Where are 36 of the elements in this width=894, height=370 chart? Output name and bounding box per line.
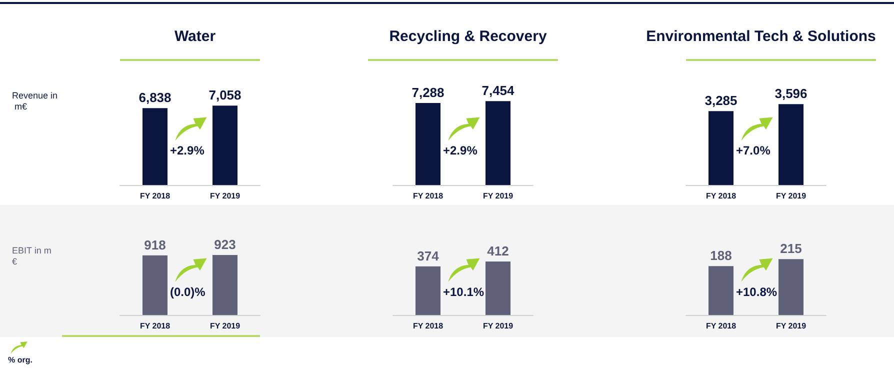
x-tick-label: FY 2019 [482, 322, 514, 330]
data-label: 412 [487, 243, 509, 258]
x-tick-label: FY 2018 [412, 322, 444, 330]
annotation: +7.0% [736, 144, 771, 158]
data-label: 215 [780, 241, 802, 256]
x-tick-label: FY 2018 [706, 322, 737, 330]
y-axis-title: Revenue in m€ [12, 90, 58, 112]
data-label: 7,058 [208, 88, 242, 103]
annotation: +2.9% [443, 144, 478, 158]
y-axis-title: EBIT in m€ [12, 246, 52, 266]
x-tick-label: FY 2018 [412, 192, 444, 200]
data-label: 3,596 [774, 86, 808, 102]
chart-title: Recycling & Recovery [389, 28, 548, 45]
x-tick-label: FY 2019 [210, 192, 241, 200]
data-label: 3,285 [704, 93, 738, 108]
chart-title: Environmental Tech & Solutions [646, 28, 876, 45]
annotation: +10.1% [443, 284, 484, 299]
chart-title: Water [174, 28, 216, 45]
x-tick-label: FY 2018 [140, 322, 171, 330]
data-label: 7,454 [482, 83, 516, 98]
data-label: 923 [214, 237, 236, 252]
data-label: 918 [144, 237, 166, 252]
x-tick-label: FY 2019 [210, 322, 241, 330]
annotation: +2.9% [170, 144, 205, 158]
x-tick-label: FY 2018 [706, 192, 737, 200]
annotation: +10.8% [736, 284, 778, 299]
x-tick-label: FY 2018 [140, 192, 171, 200]
data-label: 374 [417, 248, 440, 264]
x-tick-label: FY 2019 [482, 192, 514, 200]
data-label: 6,838 [138, 90, 172, 106]
x-tick-label: FY 2019 [776, 322, 807, 330]
x-tick-label: FY 2019 [776, 192, 807, 200]
data-label: 7,288 [412, 85, 444, 100]
annotation: (0.0)% [170, 284, 206, 299]
data-label: 188 [710, 248, 732, 264]
text: % org. [8, 356, 32, 364]
